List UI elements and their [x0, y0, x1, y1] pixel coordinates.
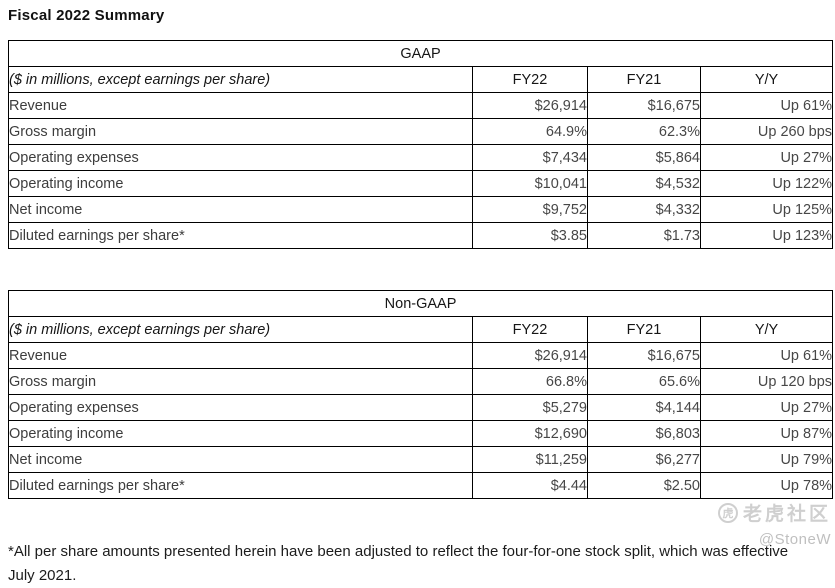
yy-value: Up 260 bps	[699, 118, 834, 145]
table-row: Revenue $26,914 $16,675 Up 61%	[8, 342, 834, 369]
table-row: Revenue $26,914 $16,675 Up 61%	[8, 92, 834, 119]
fy21-value: $4,332	[587, 196, 701, 223]
column-header-yy: Y/Y	[699, 66, 834, 93]
row-label: Gross margin	[8, 118, 473, 145]
table-row: Diluted earnings per share* $3.85 $1.73 …	[8, 222, 834, 249]
table-row: Net income $11,259 $6,277 Up 79%	[8, 446, 834, 473]
fy21-value: 62.3%	[587, 118, 701, 145]
fy22-value: $11,259	[472, 446, 588, 473]
yy-value: Up 125%	[699, 196, 834, 223]
fy22-value: 66.8%	[472, 368, 588, 395]
row-label: Revenue	[8, 342, 473, 369]
table-header-row: GAAP	[7, 40, 834, 67]
non-gaap-table: Non-GAAP ($ in millions, except earnings…	[7, 290, 834, 499]
row-label: Net income	[8, 196, 473, 223]
fy22-value: $26,914	[472, 342, 588, 369]
fy21-value: $5,864	[587, 144, 701, 171]
fy22-value: $9,752	[472, 196, 588, 223]
row-label: Diluted earnings per share*	[8, 222, 473, 249]
table-row: Gross margin 66.8% 65.6% Up 120 bps	[8, 368, 834, 395]
fy21-value: $16,675	[587, 342, 701, 369]
fy22-value: $7,434	[472, 144, 588, 171]
stock-split-footnote: *All per share amounts presented herein …	[8, 543, 789, 584]
gaap-table: GAAP ($ in millions, except earnings per…	[7, 40, 834, 249]
table-row: Operating income $12,690 $6,803 Up 87%	[8, 420, 834, 447]
fy22-value: $3.85	[472, 222, 588, 249]
row-label: Operating income	[8, 420, 473, 447]
yy-value: Up 123%	[699, 222, 834, 249]
fy21-value: $1.73	[587, 222, 701, 249]
fy22-value: $5,279	[472, 394, 588, 421]
yy-value: Up 120 bps	[699, 368, 834, 395]
fy21-value: $4,532	[587, 170, 701, 197]
fy22-value: 64.9%	[472, 118, 588, 145]
fy22-value: $10,041	[472, 170, 588, 197]
table-row: Diluted earnings per share* $4.44 $2.50 …	[8, 472, 834, 499]
fy21-value: $6,277	[587, 446, 701, 473]
fy21-value: 65.6%	[587, 368, 701, 395]
unit-note: ($ in millions, except earnings per shar…	[8, 66, 473, 93]
table-title: Non-GAAP	[7, 290, 834, 317]
table-row: Net income $9,752 $4,332 Up 125%	[8, 196, 834, 223]
fy21-value: $16,675	[587, 92, 701, 119]
yy-value: Up 79%	[699, 446, 834, 473]
yy-value: Up 27%	[699, 144, 834, 171]
fy21-value: $2.50	[587, 472, 701, 499]
column-header-fy22: FY22	[472, 316, 588, 343]
column-header-fy21: FY21	[587, 316, 701, 343]
column-header-fy21: FY21	[587, 66, 701, 93]
column-header-yy: Y/Y	[699, 316, 834, 343]
table-row: Operating income $10,041 $4,532 Up 122%	[8, 170, 834, 197]
yy-value: Up 122%	[699, 170, 834, 197]
unit-note: ($ in millions, except earnings per shar…	[8, 316, 473, 343]
row-label: Revenue	[8, 92, 473, 119]
yy-value: Up 61%	[699, 342, 834, 369]
row-label: Gross margin	[8, 368, 473, 395]
column-header-row: ($ in millions, except earnings per shar…	[8, 316, 834, 343]
row-label: Operating income	[8, 170, 473, 197]
table-row: Gross margin 64.9% 62.3% Up 260 bps	[8, 118, 834, 145]
yy-value: Up 87%	[699, 420, 834, 447]
table-row: Operating expenses $7,434 $5,864 Up 27%	[8, 144, 834, 171]
yy-value: Up 27%	[699, 394, 834, 421]
fy21-value: $6,803	[587, 420, 701, 447]
row-label: Operating expenses	[8, 394, 473, 421]
fy22-value: $26,914	[472, 92, 588, 119]
table-header-row: Non-GAAP	[7, 290, 834, 317]
column-header-fy22: FY22	[472, 66, 588, 93]
fy21-value: $4,144	[587, 394, 701, 421]
yy-value: Up 61%	[699, 92, 834, 119]
row-label: Operating expenses	[8, 144, 473, 171]
fy22-value: $12,690	[472, 420, 588, 447]
table-title: GAAP	[7, 40, 834, 67]
row-label: Net income	[8, 446, 473, 473]
yy-value: Up 78%	[699, 472, 834, 499]
row-label: Diluted earnings per share*	[8, 472, 473, 499]
column-header-row: ($ in millions, except earnings per shar…	[8, 66, 834, 93]
table-row: Operating expenses $5,279 $4,144 Up 27%	[8, 394, 834, 421]
page-title: Fiscal 2022 Summary	[8, 7, 165, 24]
fy22-value: $4.44	[472, 472, 588, 499]
